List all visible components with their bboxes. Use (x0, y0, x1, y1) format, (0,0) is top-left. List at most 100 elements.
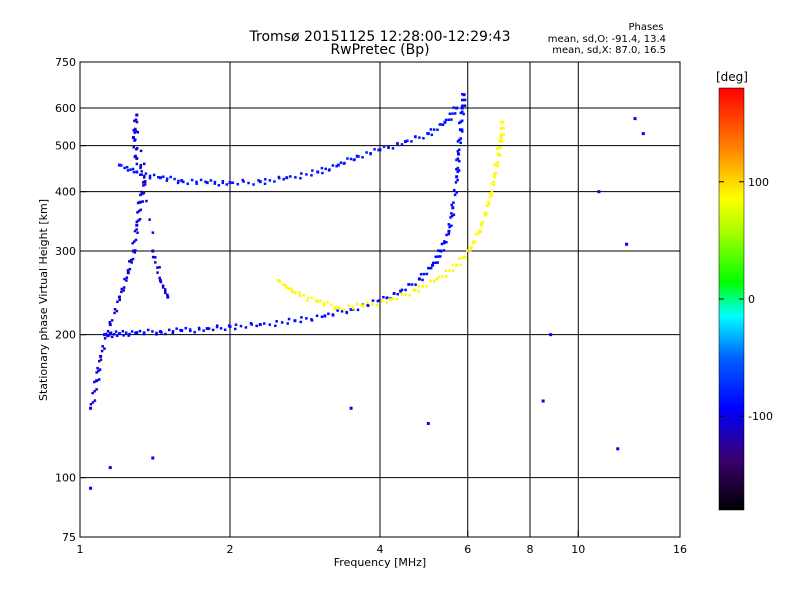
echo-point (132, 128, 135, 132)
echo-point (221, 181, 224, 185)
echo-point (425, 285, 428, 288)
echo-point (153, 256, 157, 259)
echo-point (435, 277, 439, 281)
echo-point (151, 249, 155, 253)
echo-point (133, 240, 136, 243)
echo-point (355, 154, 359, 158)
echo-point (126, 269, 130, 272)
echo-point (400, 288, 404, 292)
echo-point (315, 314, 319, 318)
echo-point (450, 118, 453, 121)
echo-point (108, 323, 112, 327)
echo-point (112, 333, 116, 336)
echo-point (110, 335, 114, 339)
echo-point (458, 121, 461, 125)
echo-point (285, 286, 288, 290)
echo-point (488, 192, 492, 195)
echo-point (95, 388, 98, 391)
echo-point (477, 231, 480, 235)
echo-point (422, 272, 426, 276)
echo-point (490, 182, 493, 185)
echo-point (142, 331, 146, 334)
echo-point (142, 184, 145, 187)
echo-point (131, 136, 135, 140)
echo-point (139, 166, 142, 170)
echo-point (333, 308, 337, 311)
echo-point (107, 334, 111, 337)
echo-point (338, 307, 342, 310)
echo-point (158, 279, 162, 283)
echo-point (131, 167, 135, 171)
echo-point (215, 324, 219, 327)
echo-point (361, 156, 364, 159)
echo-point (454, 181, 458, 184)
echo-point (625, 242, 629, 246)
echo-point (198, 328, 201, 331)
echo-point (483, 211, 487, 214)
echo-point (461, 92, 464, 96)
echo-point (103, 333, 107, 337)
echo-point (427, 266, 430, 270)
echo-point (441, 275, 444, 278)
echo-point (479, 222, 483, 225)
echo-point (456, 178, 459, 182)
echo-point (154, 261, 157, 264)
echo-point (134, 118, 138, 121)
echo-point (432, 261, 435, 265)
echo-point (479, 230, 483, 234)
phase-box-heading: Phases (628, 22, 663, 33)
echo-point (406, 139, 409, 143)
y-tick-label: 300 (55, 245, 76, 258)
echo-point (244, 326, 248, 329)
echo-point (403, 140, 407, 144)
echo-point (447, 229, 451, 233)
echo-point (440, 242, 444, 246)
echo-point (142, 162, 146, 166)
echo-point (502, 133, 505, 136)
echo-point (139, 173, 142, 177)
echo-point (496, 161, 500, 164)
echo-point (130, 261, 133, 264)
echo-point (151, 330, 154, 333)
echo-point (138, 329, 142, 333)
echo-point (207, 327, 211, 330)
echo-point (148, 176, 152, 180)
echo-point (443, 120, 447, 124)
echo-point (126, 169, 130, 172)
echo-point (217, 183, 221, 187)
echo-point (285, 176, 289, 180)
echo-point (438, 123, 442, 126)
echo-point (310, 296, 313, 300)
echo-point (305, 317, 308, 320)
echo-point (453, 193, 457, 197)
echo-point (139, 193, 142, 197)
echo-point (385, 296, 389, 300)
echo-point (120, 290, 123, 294)
echo-point (135, 228, 138, 231)
echo-point (445, 275, 448, 278)
echo-point (336, 306, 340, 310)
echo-point (460, 98, 464, 102)
echo-point (300, 316, 303, 319)
echo-point (456, 150, 460, 153)
echo-point (143, 183, 147, 186)
echo-point (166, 295, 170, 299)
echo-point (137, 209, 141, 213)
echo-point (349, 307, 353, 311)
echo-point (431, 263, 435, 267)
echo-point (263, 182, 267, 186)
echo-point (462, 93, 466, 97)
echo-point (129, 168, 132, 171)
echo-point (396, 292, 399, 296)
echo-point (458, 257, 461, 260)
echo-point (123, 277, 126, 281)
echo-point (447, 232, 451, 236)
echo-point (448, 112, 452, 116)
echo-point (459, 263, 462, 267)
echo-point (439, 249, 443, 253)
echo-point (221, 179, 225, 183)
echo-point (443, 240, 446, 243)
echo-point (236, 182, 240, 186)
echo-point (275, 320, 278, 323)
echo-point (298, 294, 302, 297)
